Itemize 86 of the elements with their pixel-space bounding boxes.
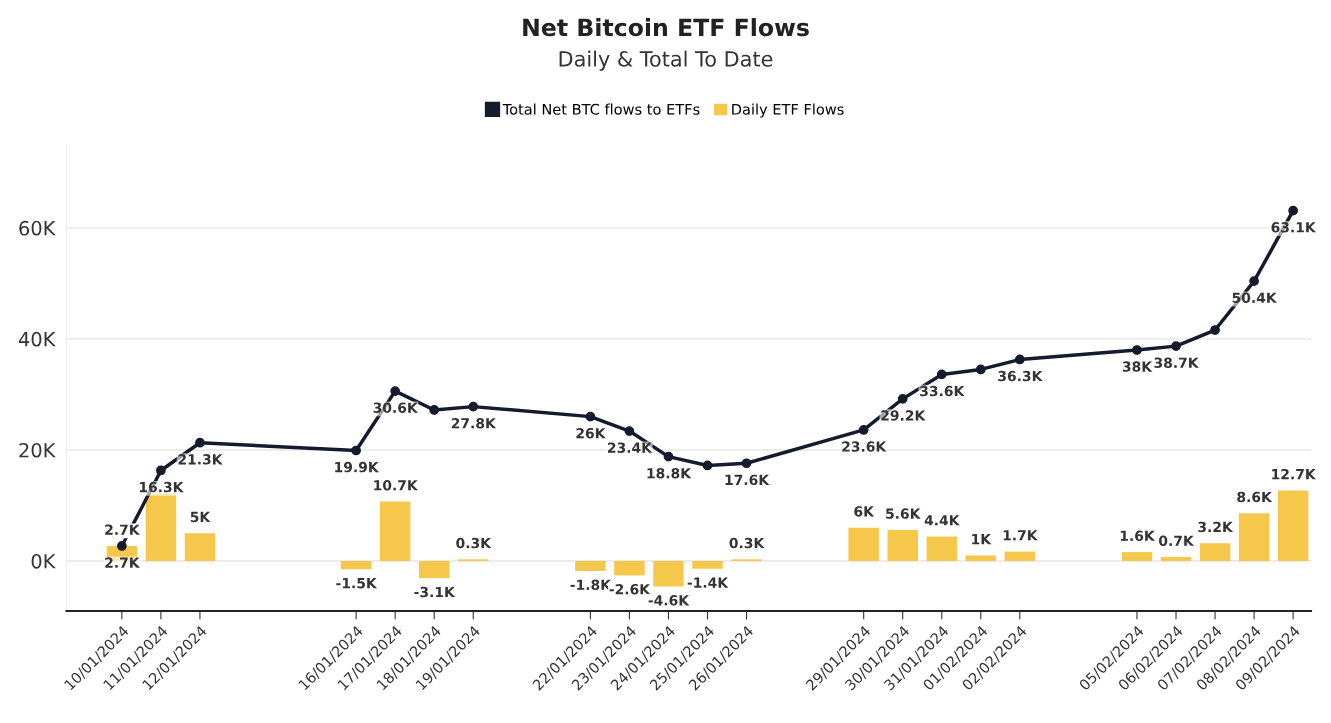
data-label: 33.6K <box>920 385 965 397</box>
data-label: 18.8K <box>647 467 692 479</box>
data-label: 30.6K <box>373 402 419 413</box>
y-tick-label: 20K <box>19 442 56 458</box>
bar <box>692 560 723 569</box>
data-label: 38K <box>1122 361 1153 372</box>
bar <box>653 560 684 587</box>
data-label: 4.4K <box>924 515 960 526</box>
bar <box>379 501 411 561</box>
y-tick-label: 60K <box>19 220 56 236</box>
data-label: 29.2K <box>881 410 926 421</box>
data-label: 63.1K <box>1271 222 1317 233</box>
data-label: 8.6K <box>1237 491 1273 503</box>
data-label: 12.7K <box>1272 468 1317 480</box>
data-label: 23.4K <box>608 442 653 453</box>
data-label: 1K <box>972 534 992 545</box>
chart-title: Net Bitcoin ETF Flows <box>523 18 809 37</box>
data-label: 2.7K <box>105 524 140 535</box>
point <box>1014 354 1025 365</box>
data-label: 6K <box>854 506 875 517</box>
point <box>624 426 635 436</box>
y-tick-label: 0K <box>31 553 56 569</box>
data-label: 19.9K <box>335 461 380 473</box>
point <box>390 386 401 396</box>
bar <box>1121 552 1153 561</box>
bar <box>184 533 216 561</box>
point <box>351 445 361 456</box>
data-label: 5.6K <box>886 508 921 519</box>
data-label: 21.3K <box>178 454 223 465</box>
data-label: 38.7K <box>1154 357 1199 368</box>
bar <box>575 560 606 571</box>
bar <box>1199 543 1231 561</box>
data-label: -4.6K <box>648 595 690 606</box>
data-label: 0.7K <box>1158 535 1195 547</box>
data-label: -2.6K <box>609 583 651 595</box>
point <box>195 437 205 448</box>
bar <box>1277 490 1309 561</box>
point <box>585 411 596 422</box>
bar <box>1238 513 1270 561</box>
point <box>975 364 986 375</box>
point <box>429 405 440 415</box>
point <box>936 369 947 380</box>
point <box>741 458 752 469</box>
point <box>1288 205 1299 216</box>
point <box>663 451 674 462</box>
point <box>468 401 479 412</box>
point <box>858 425 869 435</box>
point <box>702 460 713 471</box>
y-tick-label: 40K <box>18 331 56 347</box>
data-label: 0.3K <box>729 537 765 549</box>
data-label: 50.4K <box>1232 292 1278 304</box>
point <box>1249 276 1259 287</box>
data-label: 26K <box>576 427 606 439</box>
point <box>156 465 166 476</box>
data-label: 3.2K <box>1198 521 1234 533</box>
point <box>1132 345 1142 355</box>
data-label: 16.3K <box>139 481 184 493</box>
data-label: 1.6K <box>1120 530 1156 542</box>
point <box>1210 325 1220 335</box>
point <box>1171 341 1181 351</box>
point <box>897 394 908 404</box>
data-label: 17.6K <box>725 474 770 486</box>
legend-label: Daily ETF Flows <box>732 103 844 118</box>
data-label: 5K <box>190 511 211 523</box>
bar <box>965 555 997 561</box>
bar <box>848 527 879 561</box>
bar <box>887 529 918 561</box>
chart-subtitle: Daily & Total To Date <box>559 50 773 71</box>
bar <box>1160 557 1192 561</box>
data-label: -3.1K <box>414 586 456 598</box>
bar <box>340 560 372 570</box>
bar <box>1004 551 1036 561</box>
data-label: 2.7K <box>105 557 140 568</box>
bar <box>926 536 957 561</box>
data-label: 1.7K <box>1003 530 1038 541</box>
data-label: -1.4K <box>687 577 729 588</box>
data-label: 10.7K <box>374 480 419 491</box>
data-label: -1.5K <box>336 578 378 589</box>
bar <box>418 560 450 579</box>
point <box>116 541 127 551</box>
data-label: 27.8K <box>451 417 497 429</box>
data-label: 23.6K <box>842 441 887 452</box>
bar <box>614 560 645 576</box>
data-label: 0.3K <box>456 537 492 549</box>
data-label: 36.3K <box>998 370 1043 382</box>
legend-label: Total Net BTC flows to ETFs <box>502 103 700 115</box>
